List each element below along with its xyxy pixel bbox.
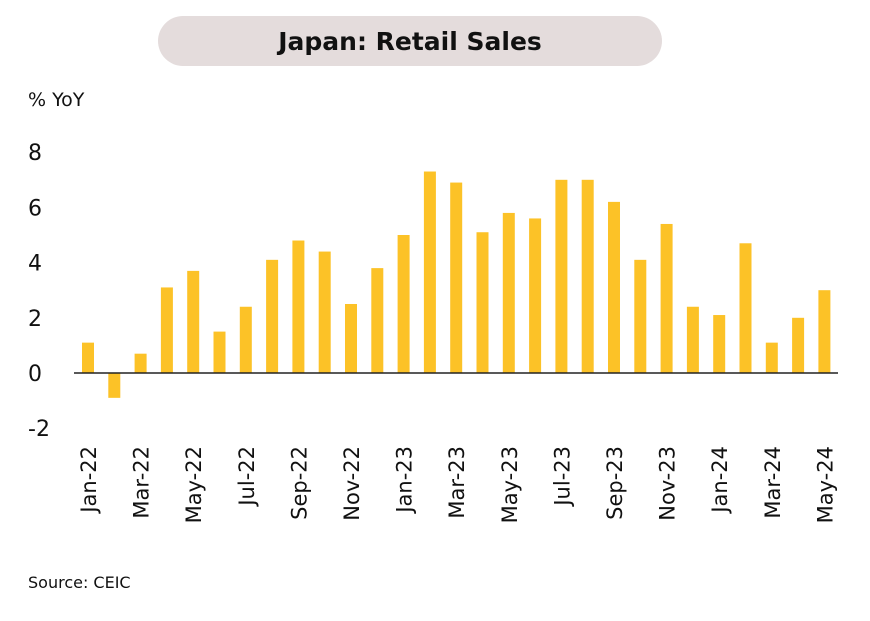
bar xyxy=(713,315,726,373)
bar xyxy=(160,287,173,373)
y-tick-label: 8 xyxy=(28,141,42,166)
y-tick-label: -2 xyxy=(28,417,50,442)
bar xyxy=(634,259,647,373)
x-tick-label: Nov-22 xyxy=(340,446,364,521)
bar xyxy=(213,331,226,373)
bar xyxy=(818,290,831,373)
y-tick-label: 6 xyxy=(28,196,42,221)
bar xyxy=(739,243,752,373)
bar xyxy=(239,306,252,373)
bar xyxy=(187,270,200,373)
x-tick-label: Sep-23 xyxy=(603,446,627,520)
bar xyxy=(450,182,463,373)
bar xyxy=(134,353,147,373)
x-tick-label: May-24 xyxy=(813,446,837,523)
x-tick-label: Sep-22 xyxy=(287,446,311,520)
bar xyxy=(660,223,673,373)
bar xyxy=(686,306,699,373)
x-tick-label: May-23 xyxy=(498,446,522,523)
chart-title: Japan: Retail Sales xyxy=(278,26,542,56)
bar xyxy=(318,251,331,373)
bar xyxy=(476,232,489,373)
bar xyxy=(581,179,594,373)
bar xyxy=(345,304,357,373)
y-tick-label: 4 xyxy=(28,252,42,277)
chart-title-banner: Japan: Retail Sales xyxy=(158,16,662,66)
x-tick-label: Nov-23 xyxy=(656,446,680,521)
bar xyxy=(82,342,94,373)
bar xyxy=(266,259,279,373)
bar xyxy=(555,179,568,373)
bar xyxy=(108,373,121,398)
bar xyxy=(608,201,620,373)
x-tick-label: Mar-23 xyxy=(445,446,469,519)
bar xyxy=(502,212,515,373)
bar xyxy=(792,317,805,373)
bar xyxy=(765,342,778,373)
bar xyxy=(423,171,436,373)
x-tick-label: Jan-22 xyxy=(77,446,101,515)
x-tick-label: Jan-24 xyxy=(708,446,732,515)
bar xyxy=(529,218,542,373)
y-tick-label: 2 xyxy=(28,307,42,332)
x-tick-label: Mar-22 xyxy=(130,446,154,519)
x-tick-label: Jan-23 xyxy=(393,446,417,515)
x-tick-label: Mar-24 xyxy=(761,446,785,519)
bar xyxy=(397,235,410,373)
x-tick-label: Jul-22 xyxy=(235,446,259,508)
source-note: Source: CEIC xyxy=(28,573,131,592)
bar xyxy=(371,268,384,373)
x-tick-label: May-22 xyxy=(182,446,206,523)
y-tick-label: 0 xyxy=(28,362,42,387)
y-axis-label: % YoY xyxy=(28,89,85,111)
bar xyxy=(292,240,305,373)
x-tick-label: Jul-23 xyxy=(550,446,574,508)
